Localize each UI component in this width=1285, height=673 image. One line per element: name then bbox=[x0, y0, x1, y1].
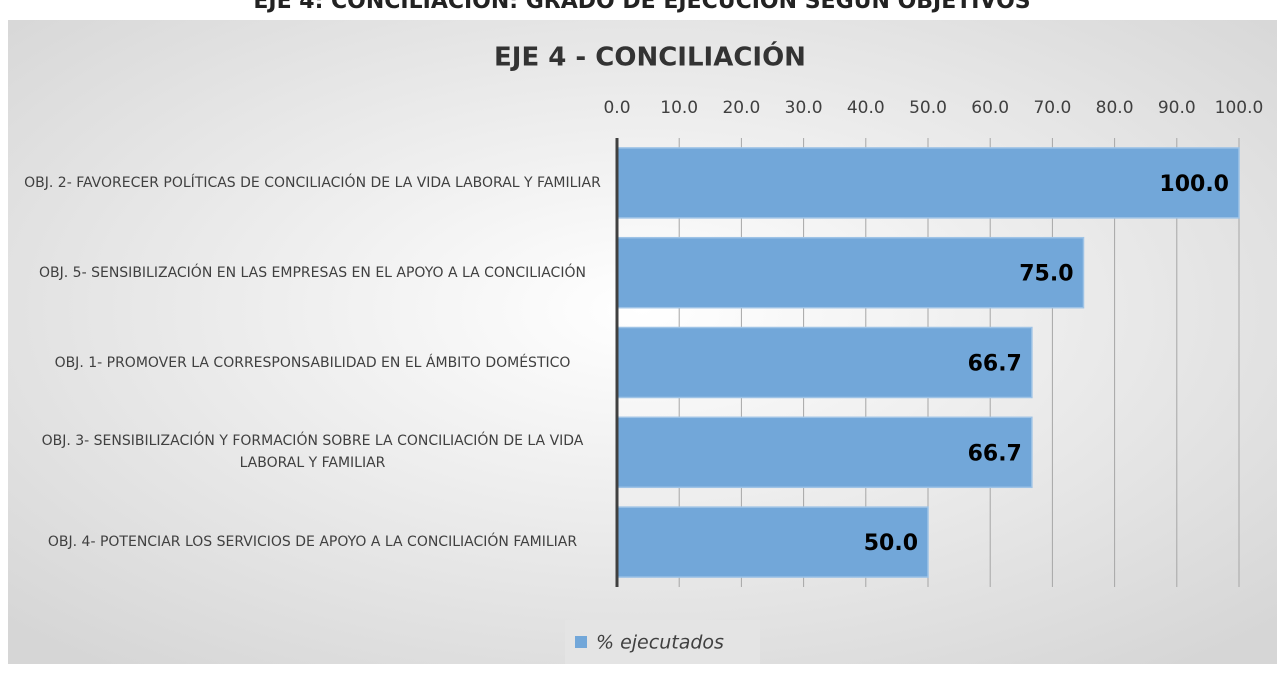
bar bbox=[616, 326, 1033, 399]
category-label-box: OBJ. 3- SENSIBILIZACIÓN Y FORMACIÓN SOBR… bbox=[41, 433, 584, 472]
chart-title: EJE 4 - CONCILIACIÓN bbox=[494, 41, 806, 73]
data-label: 75.0 bbox=[1019, 262, 1073, 287]
y-tick-label: OBJ. 1- PROMOVER LA CORRESPONSABILIDAD E… bbox=[54, 354, 571, 371]
x-tick-label: 90.0 bbox=[1158, 98, 1196, 118]
y-tick-label: OBJ. 3- SENSIBILIZACIÓN Y FORMACIÓN SOBR… bbox=[41, 433, 584, 472]
data-label: 66.7 bbox=[968, 352, 1022, 377]
bar bbox=[616, 236, 1085, 309]
y-tick-label: OBJ. 5- SENSIBILIZACIÓN EN LAS EMPRESAS … bbox=[39, 264, 586, 281]
bar bbox=[616, 506, 929, 578]
y-tick-label: OBJ. 4- POTENCIAR LOS SERVICIOS DE APOYO… bbox=[47, 534, 578, 551]
data-label: 50.0 bbox=[864, 531, 918, 556]
x-tick-label: 40.0 bbox=[847, 98, 885, 118]
y-tick-label: OBJ. 2- FAVORECER POLÍTICAS DE CONCILIAC… bbox=[24, 174, 601, 191]
legend-label: % ejecutados bbox=[596, 632, 724, 654]
x-tick-label: 80.0 bbox=[1096, 98, 1134, 118]
category-label-box: OBJ. 2- FAVORECER POLÍTICAS DE CONCILIAC… bbox=[24, 174, 601, 191]
page-title: EJE 4: CONCILIACIÓN: GRADO DE EJECUCIÓN … bbox=[253, 0, 1030, 14]
data-label: 66.7 bbox=[968, 441, 1022, 466]
data-label: 100.0 bbox=[1159, 172, 1229, 197]
category-label-box: OBJ. 4- POTENCIAR LOS SERVICIOS DE APOYO… bbox=[47, 534, 578, 551]
x-tick-label: 30.0 bbox=[785, 98, 823, 118]
bar bbox=[616, 147, 1240, 219]
x-tick-label: 100.0 bbox=[1215, 98, 1264, 118]
legend-swatch bbox=[575, 636, 587, 648]
x-tick-label: 50.0 bbox=[909, 98, 947, 118]
category-label-box: OBJ. 1- PROMOVER LA CORRESPONSABILIDAD E… bbox=[54, 354, 571, 371]
legend-box bbox=[565, 620, 760, 664]
x-tick-label: 70.0 bbox=[1033, 98, 1071, 118]
x-tick-label: 20.0 bbox=[722, 98, 760, 118]
bar bbox=[616, 416, 1033, 489]
x-tick-label: 60.0 bbox=[971, 98, 1009, 118]
x-tick-label: 10.0 bbox=[660, 98, 698, 118]
category-label-box: OBJ. 5- SENSIBILIZACIÓN EN LAS EMPRESAS … bbox=[39, 264, 586, 281]
x-tick-label: 0.0 bbox=[603, 98, 630, 118]
